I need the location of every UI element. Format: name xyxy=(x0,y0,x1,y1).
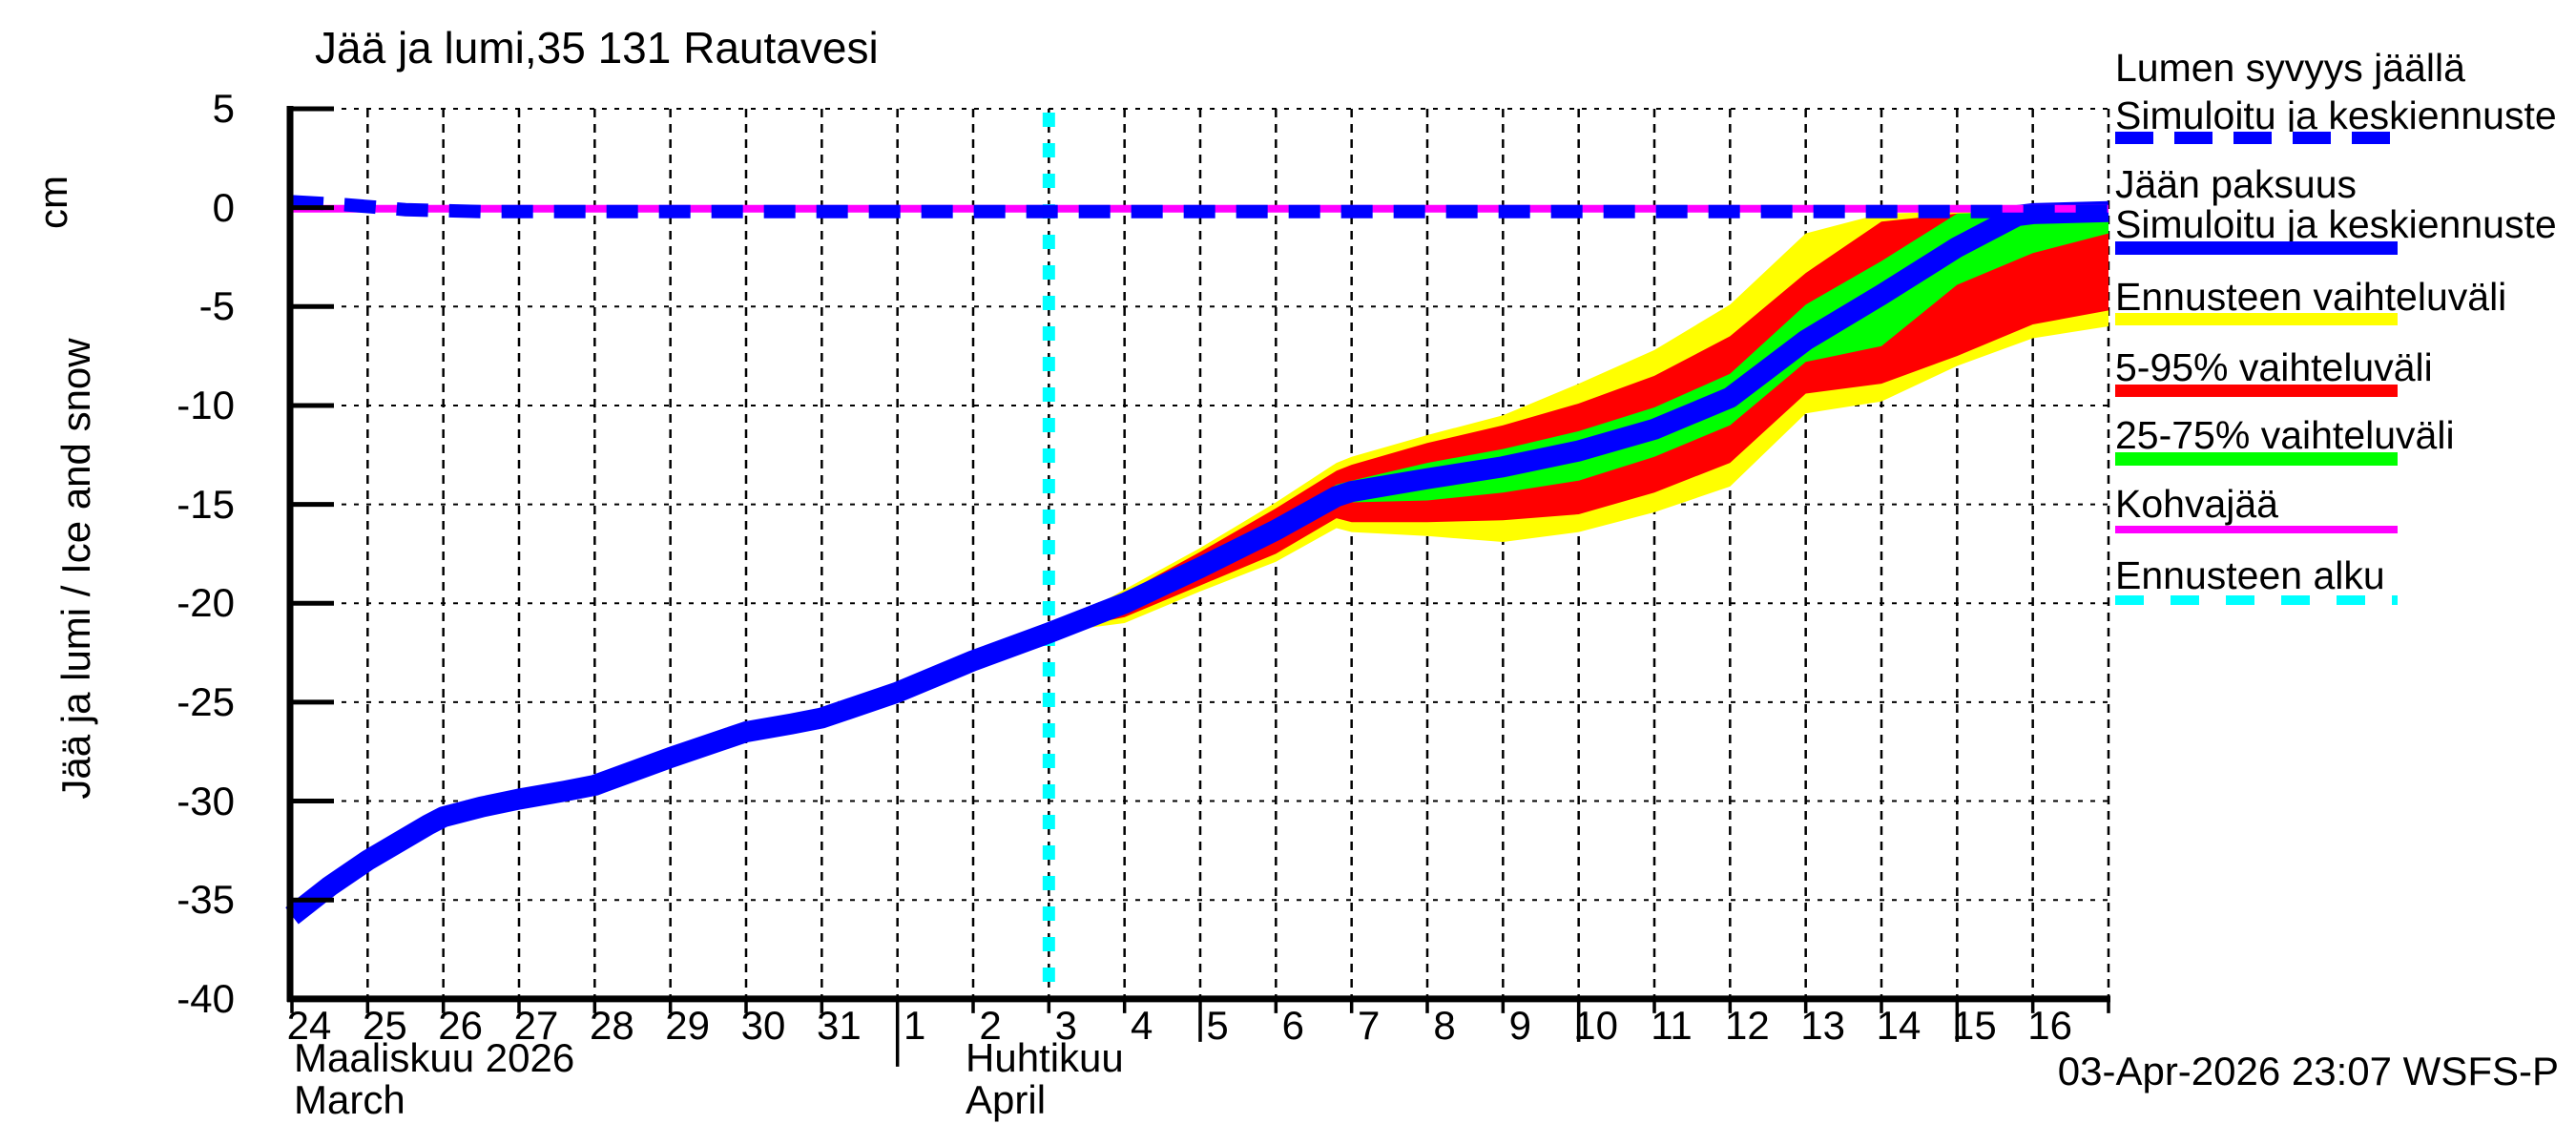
legend-label: Jään paksuus xyxy=(2115,162,2358,206)
x-tick-label: 1 xyxy=(903,1003,926,1048)
x-tick-label: 2 xyxy=(979,1003,1002,1048)
legend-swatch-kohvajaa xyxy=(2115,526,2398,533)
y-tick-label: -15 xyxy=(177,481,235,527)
y-tick-label: -10 xyxy=(177,382,235,427)
month-label-en-march: March xyxy=(294,1077,405,1122)
x-tick-label: 24 xyxy=(286,1003,332,1048)
x-tick-label: 6 xyxy=(1281,1003,1304,1048)
x-tick-label: 16 xyxy=(2027,1003,2073,1048)
x-tick-label: 31 xyxy=(816,1003,862,1048)
x-tick-label: 15 xyxy=(1951,1003,1997,1048)
legend: Lumen syvyys jäällä Simuloitu ja keskienn… xyxy=(2115,0,2576,668)
month-label-en-april: April xyxy=(966,1077,1047,1122)
y-axis-label: Jää ja lumi / Ice and snow xyxy=(53,338,98,800)
y-tick-label: -20 xyxy=(177,580,235,626)
legend-label: Kohvajää xyxy=(2115,482,2278,526)
y-tick-label: -40 xyxy=(177,975,235,1021)
legend-swatch-total-range xyxy=(2115,313,2398,325)
x-tick-label: 14 xyxy=(1876,1003,1922,1048)
y-tick-label: -35 xyxy=(177,877,235,923)
legend-label: 5-95% vaihteluväli xyxy=(2115,345,2433,389)
x-tick-label: 25 xyxy=(362,1003,407,1048)
legend-label: Ennusteen alku xyxy=(2115,553,2385,597)
legend-swatch-forecast-start xyxy=(2115,595,2398,605)
x-tick-label: 28 xyxy=(589,1003,634,1048)
x-tick-label: 12 xyxy=(1724,1003,1770,1048)
y-tick-label: -5 xyxy=(198,283,235,329)
ice-thickness-line xyxy=(285,200,2109,925)
x-tick-label: 30 xyxy=(740,1003,786,1048)
legend-label: Simuloitu ja keskiennuste xyxy=(2115,94,2557,137)
x-tick-label: 4 xyxy=(1130,1003,1153,1048)
legend-swatch-snow-dashed xyxy=(2115,132,2398,144)
snow-depth-line xyxy=(291,195,2109,219)
legend-swatch-ice-solid xyxy=(2115,241,2398,255)
legend-label: Simuloitu ja keskiennuste xyxy=(2115,202,2557,246)
x-tick-label: 9 xyxy=(1508,1003,1531,1048)
legend-label: Ennusteen vaihteluväli xyxy=(2115,275,2507,319)
month-label-fi-april: Huhtikuu xyxy=(966,1035,1124,1080)
x-tick-label: 5 xyxy=(1206,1003,1229,1048)
footer-timestamp: 03-Apr-2026 23:07 WSFS-P xyxy=(2057,1049,2559,1093)
month-label-fi-march: Maaliskuu 2026 xyxy=(294,1035,575,1080)
x-tick-label: 7 xyxy=(1357,1003,1381,1048)
y-tick-label: 5 xyxy=(212,86,235,131)
chart-title: Jää ja lumi,35 131 Rautavesi xyxy=(315,23,879,73)
y-tick-label: 0 xyxy=(212,184,235,230)
legend-swatch-25-75 xyxy=(2115,452,2398,466)
legend-swatch-5-95 xyxy=(2115,385,2398,397)
legend-label: 25-75% vaihteluväli xyxy=(2115,413,2455,457)
x-tick-label: 11 xyxy=(1651,1003,1693,1048)
y-tick-label: -25 xyxy=(177,678,235,724)
x-tick-label: 10 xyxy=(1573,1003,1619,1048)
legend-label: Lumen syvyys jäällä xyxy=(2115,46,2465,90)
x-tick-label: 3 xyxy=(1054,1003,1077,1048)
x-tick-label: 13 xyxy=(1800,1003,1846,1048)
x-tick-label: 8 xyxy=(1433,1003,1456,1048)
y-tick-label: -30 xyxy=(177,778,235,823)
x-tick-label: 27 xyxy=(513,1003,559,1048)
x-tick-label: 26 xyxy=(438,1003,484,1048)
x-tick-label: 29 xyxy=(665,1003,711,1048)
